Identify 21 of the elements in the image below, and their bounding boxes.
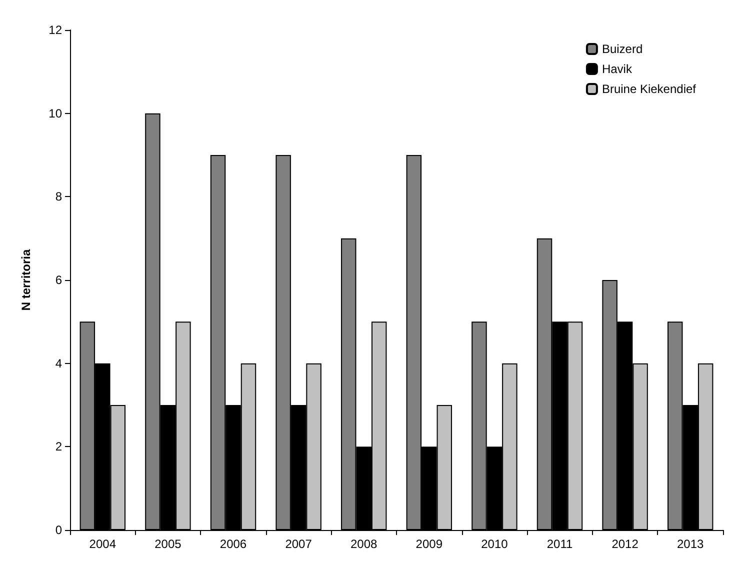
x-tick-label: 2005 <box>154 537 182 551</box>
x-tick-label: 2007 <box>285 537 312 551</box>
y-tick-label: 8 <box>55 190 62 204</box>
y-tick-label: 4 <box>55 356 62 370</box>
x-tick-label: 2011 <box>546 537 573 551</box>
y-tick-label: 6 <box>55 273 62 287</box>
legend-label: Havik <box>602 62 633 76</box>
x-tick-label: 2004 <box>89 537 116 551</box>
y-tick-label: 2 <box>55 440 62 454</box>
x-tick-label: 2006 <box>220 537 247 551</box>
x-tick-label: 2008 <box>350 537 378 551</box>
x-tick-label: 2013 <box>677 537 704 551</box>
x-tick-label: 2010 <box>481 537 508 551</box>
y-tick-label: 10 <box>48 106 62 120</box>
y-axis-title: N territoria <box>19 249 33 311</box>
x-tick-label: 2012 <box>612 537 639 551</box>
x-tick-label: 2009 <box>416 537 443 551</box>
y-tick-label: 12 <box>48 23 62 37</box>
y-tick-label: 0 <box>55 523 62 537</box>
legend-label: Bruine Kiekendief <box>602 82 697 96</box>
legend-label: Buizerd <box>602 42 643 56</box>
